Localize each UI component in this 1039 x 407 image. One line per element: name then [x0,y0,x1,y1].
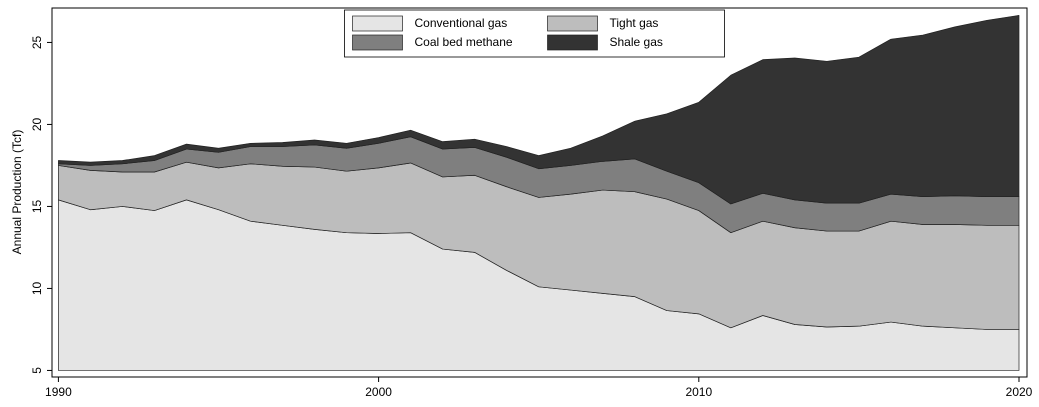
y-tick-label: 25 [30,35,44,49]
x-tick-label: 1990 [45,385,72,399]
area [58,15,1020,205]
x-tick-label: 2020 [1006,385,1033,399]
x-tick-label: 2010 [685,385,712,399]
y-tick-label: 20 [30,117,44,131]
plot-frame [51,7,1028,378]
legend-swatch [547,15,598,32]
legend-swatch [547,34,598,51]
legend: Conventional gas Tight gas Coal bed methan… [344,9,725,58]
y-tick-label: 15 [30,199,44,213]
y-axis-label: Annual Production (Tcf) [10,130,24,255]
legend-swatch [352,34,403,51]
legend-label: Conventional gas [415,16,508,30]
x-tick-label: 2000 [365,385,392,399]
legend-label: Tight gas [610,16,659,30]
legend-label: Coal bed methane [415,35,513,49]
y-tick-label: 10 [30,281,44,295]
legend-swatch [352,15,403,32]
y-tick-label: 5 [30,367,44,374]
legend-box [344,9,725,58]
legend-label: Shale gas [610,35,663,49]
